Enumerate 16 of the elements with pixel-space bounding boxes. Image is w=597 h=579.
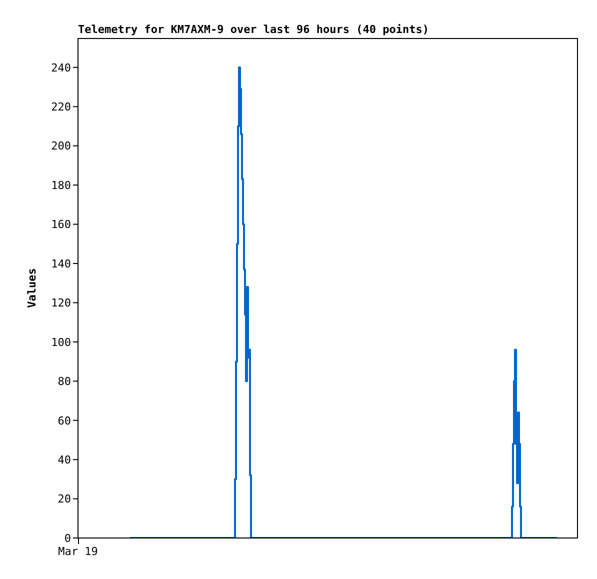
y-tick-label: 40 — [58, 453, 71, 466]
y-tick-label: 80 — [58, 375, 71, 388]
y-tick-label: 140 — [51, 257, 71, 270]
y-tick-label: 120 — [51, 296, 71, 310]
y-tick-label: 240 — [51, 61, 71, 74]
y-tick-label: 20 — [58, 492, 71, 506]
text: Mar 19 — [57, 545, 99, 558]
y-tick-label: 180 — [51, 178, 71, 192]
y-tick-label: 60 — [58, 414, 71, 428]
y-tick-label: 0 — [64, 532, 71, 545]
y-tick-label: 220 — [51, 100, 71, 114]
y-tick-label: 100 — [51, 336, 71, 349]
y-axis-title: Values — [26, 268, 38, 308]
chart-title: Telemetry for KM7AXM-9 over last 96 hours (40 points) — [78, 23, 429, 36]
y-tick-label: 160 — [51, 218, 71, 232]
y-tick-label: 200 — [51, 140, 71, 153]
